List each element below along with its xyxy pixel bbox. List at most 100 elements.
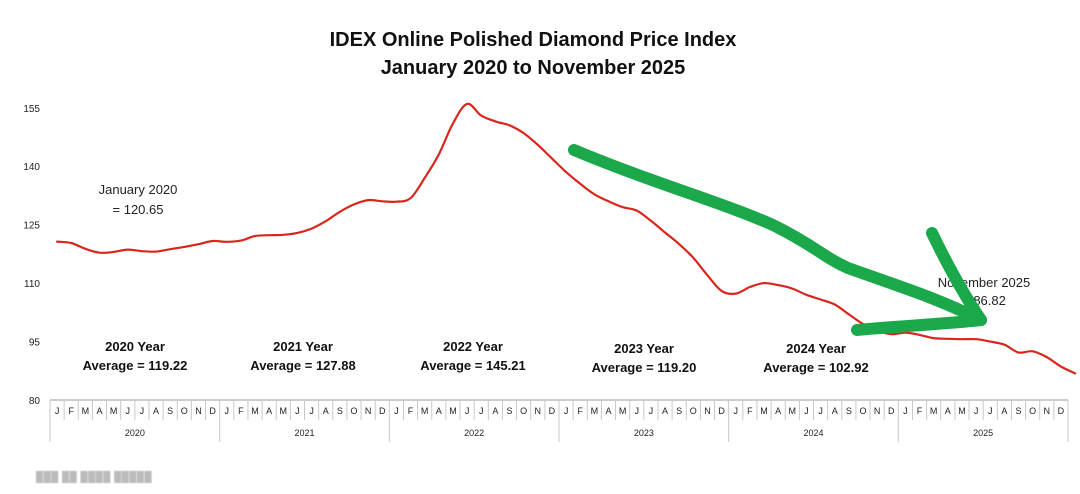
month-tick-label: J	[804, 406, 809, 416]
y-tick-label: 155	[23, 104, 40, 115]
month-tick-label: F	[238, 406, 244, 416]
month-tick-label: J	[974, 406, 979, 416]
year-tick-label: 2022	[464, 428, 484, 438]
month-tick-label: A	[436, 406, 442, 416]
month-tick-label: D	[718, 406, 725, 416]
month-tick-label: O	[859, 406, 866, 416]
month-tick-label: A	[605, 406, 611, 416]
year-average-title: 2021 Year	[273, 339, 333, 354]
month-tick-label: O	[350, 406, 357, 416]
month-tick-label: N	[535, 406, 542, 416]
series-line	[56, 102, 1077, 375]
green-arrow-overlay	[568, 144, 987, 336]
y-tick-label: 110	[24, 279, 40, 290]
month-tick-label: J	[224, 406, 229, 416]
year-average-value: Average = 119.22	[83, 358, 188, 373]
month-tick-label: F	[408, 406, 414, 416]
year-tick-label: 2023	[634, 428, 654, 438]
month-tick-label: O	[520, 406, 527, 416]
month-tick-label: J	[733, 406, 738, 416]
year-average-title: 2024 Year	[786, 341, 846, 356]
month-tick-label: J	[818, 406, 823, 416]
month-tick-label: J	[394, 406, 399, 416]
month-tick-label: F	[577, 406, 583, 416]
month-tick-label: S	[676, 406, 682, 416]
month-tick-label: M	[930, 406, 938, 416]
month-tick-label: D	[379, 406, 386, 416]
year-average-2022: 2022 Year Average = 145.21	[420, 339, 525, 373]
month-tick-label: A	[662, 406, 668, 416]
month-tick-label: S	[167, 406, 173, 416]
month-tick-label: J	[649, 406, 654, 416]
month-tick-label: D	[549, 406, 556, 416]
year-tick-label: 2021	[294, 428, 314, 438]
month-tick-label: J	[903, 406, 908, 416]
month-tick-label: M	[958, 406, 966, 416]
month-tick-label: S	[507, 406, 513, 416]
month-tick-label: J	[309, 406, 314, 416]
month-tick-label: M	[251, 406, 259, 416]
month-tick-label: S	[846, 406, 852, 416]
chart-title: IDEX Online Polished Diamond Price Index	[330, 29, 737, 51]
year-average-2024: 2024 Year Average = 102.92	[763, 341, 868, 375]
trend-arrow-head-lower	[851, 314, 987, 336]
y-axis: 80 95 110 125 140 155	[23, 104, 40, 407]
month-tick-label: J	[295, 406, 300, 416]
month-tick-label: M	[591, 406, 599, 416]
year-average-2021: 2021 Year Average = 127.88	[250, 339, 355, 373]
y-tick-label: 80	[29, 396, 41, 407]
month-tick-label: M	[110, 406, 118, 416]
month-tick-label: N	[1044, 406, 1051, 416]
month-tick-label: S	[1016, 406, 1022, 416]
month-tick-label: A	[266, 406, 272, 416]
y-tick-label: 140	[23, 162, 40, 173]
trend-arrow-shaft	[568, 144, 987, 326]
month-tick-label: J	[55, 406, 60, 416]
month-tick-label: A	[96, 406, 102, 416]
month-tick-label: F	[68, 406, 74, 416]
year-tick-label: 2025	[973, 428, 993, 438]
month-tick-label: F	[747, 406, 753, 416]
year-average-value: Average = 102.92	[763, 360, 868, 375]
month-tick-label: J	[465, 406, 470, 416]
month-tick-label: J	[140, 406, 145, 416]
year-average-2023: 2023 Year Average = 119.20	[592, 341, 697, 375]
month-tick-label: M	[789, 406, 797, 416]
start-annotation-line-2: = 120.65	[113, 202, 164, 217]
month-tick-label: F	[917, 406, 923, 416]
month-tick-label: N	[704, 406, 711, 416]
month-tick-label: A	[832, 406, 838, 416]
month-tick-label: A	[492, 406, 498, 416]
trend-arrow-head-upper	[926, 227, 987, 326]
month-tick-label: S	[337, 406, 343, 416]
year-average-title: 2020 Year	[105, 339, 165, 354]
month-tick-label: A	[775, 406, 781, 416]
month-tick-label: D	[1058, 406, 1065, 416]
month-tick-label: A	[323, 406, 329, 416]
year-tick-label: 2020	[125, 428, 145, 438]
month-tick-label: M	[619, 406, 627, 416]
chart-subtitle: January 2020 to November 2025	[381, 57, 686, 79]
year-average-value: Average = 127.88	[250, 358, 355, 373]
month-tick-label: A	[945, 406, 951, 416]
month-tick-label: A	[1001, 406, 1007, 416]
month-tick-label: M	[280, 406, 288, 416]
year-average-title: 2022 Year	[443, 339, 503, 354]
month-tick-label: J	[988, 406, 993, 416]
month-tick-label: M	[421, 406, 429, 416]
month-tick-label: M	[82, 406, 90, 416]
month-tick-label: J	[479, 406, 484, 416]
start-annotation-line-1: January 2020	[99, 182, 178, 197]
month-tick-label: O	[690, 406, 697, 416]
month-tick-label: N	[195, 406, 202, 416]
month-tick-label: N	[365, 406, 372, 416]
year-average-value: Average = 119.20	[592, 360, 697, 375]
year-average-2020: 2020 Year Average = 119.22	[83, 339, 188, 373]
year-average-title: 2023 Year	[614, 341, 674, 356]
month-tick-label: N	[874, 406, 881, 416]
month-tick-label: A	[153, 406, 159, 416]
month-tick-label: M	[449, 406, 457, 416]
year-tick-label: 2024	[803, 428, 823, 438]
year-average-value: Average = 145.21	[420, 358, 525, 373]
